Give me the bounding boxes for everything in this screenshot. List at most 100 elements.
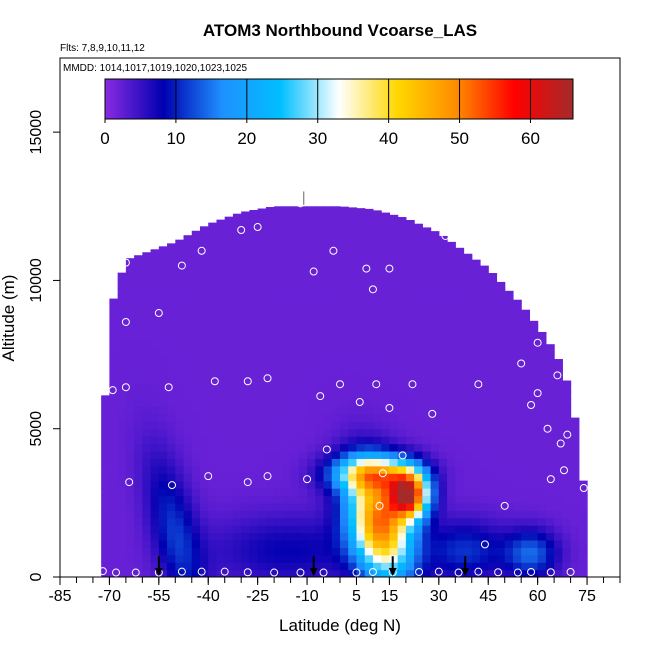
heatmap-cell bbox=[521, 510, 531, 519]
heatmap-cell bbox=[158, 332, 168, 341]
heatmap-cell bbox=[356, 213, 366, 222]
heatmap-cell bbox=[372, 502, 382, 511]
heatmap-cell bbox=[232, 369, 242, 378]
heatmap-cell bbox=[504, 302, 514, 311]
heatmap-cell bbox=[463, 406, 473, 415]
heatmap-cell bbox=[438, 391, 448, 400]
heatmap-cell bbox=[537, 517, 547, 526]
heatmap-cell bbox=[265, 525, 275, 534]
heatmap-cell bbox=[109, 384, 119, 393]
heatmap-cell bbox=[529, 562, 539, 571]
heatmap-cell bbox=[372, 406, 382, 415]
heatmap-cell bbox=[447, 539, 456, 548]
heatmap-cell bbox=[232, 302, 242, 311]
heatmap-cell bbox=[208, 532, 218, 541]
heatmap-cell bbox=[158, 310, 168, 319]
heatmap-cell bbox=[537, 354, 547, 363]
heatmap-cell bbox=[488, 480, 498, 489]
heatmap-cell bbox=[562, 562, 572, 571]
heatmap-cell bbox=[150, 250, 160, 259]
heatmap-cell bbox=[274, 495, 283, 504]
heatmap-cell bbox=[158, 562, 168, 571]
heatmap-cell bbox=[257, 443, 267, 452]
heatmap-cell bbox=[480, 428, 489, 437]
heatmap-cell bbox=[183, 480, 193, 489]
heatmap-cell bbox=[274, 302, 283, 311]
heatmap-cell bbox=[117, 480, 127, 489]
heatmap-cell bbox=[101, 428, 111, 437]
heatmap-cell bbox=[323, 473, 333, 482]
heatmap-cell bbox=[389, 376, 399, 385]
heatmap-cell bbox=[101, 421, 111, 430]
heatmap-cell bbox=[101, 525, 111, 534]
heatmap-cell bbox=[463, 361, 473, 370]
heatmap-cell bbox=[274, 436, 283, 445]
heatmap-cell bbox=[315, 287, 325, 296]
heatmap-cell bbox=[241, 317, 251, 326]
heatmap-cell bbox=[150, 517, 160, 526]
heatmap-cell bbox=[504, 569, 514, 577]
heatmap-cell bbox=[455, 258, 465, 267]
heatmap-cell bbox=[463, 391, 473, 400]
heatmap-cell bbox=[414, 280, 423, 289]
heatmap-cell bbox=[290, 480, 300, 489]
heatmap-cell bbox=[298, 406, 308, 415]
heatmap-cell bbox=[438, 273, 448, 282]
heatmap-cell bbox=[265, 354, 275, 363]
heatmap-cell bbox=[323, 250, 333, 259]
heatmap-cell bbox=[175, 243, 185, 252]
heatmap-cell bbox=[545, 421, 555, 430]
heatmap-cell bbox=[134, 391, 143, 400]
heatmap-cell bbox=[405, 384, 415, 393]
heatmap-cell bbox=[241, 235, 251, 244]
heatmap-cell bbox=[150, 502, 160, 511]
heatmap-cell bbox=[356, 287, 366, 296]
heatmap-cell bbox=[117, 399, 127, 408]
heatmap-cell bbox=[348, 539, 358, 548]
heatmap-cell bbox=[570, 428, 580, 437]
heatmap-cell bbox=[282, 554, 292, 563]
heatmap-cell bbox=[430, 569, 440, 577]
heatmap-cell bbox=[232, 250, 242, 259]
heatmap-cell bbox=[142, 443, 152, 452]
heatmap-cell bbox=[381, 317, 391, 326]
heatmap-cell bbox=[422, 458, 432, 467]
heatmap-cell bbox=[142, 539, 152, 548]
heatmap-cell bbox=[323, 458, 333, 467]
heatmap-cell bbox=[150, 376, 160, 385]
heatmap-cell bbox=[356, 332, 366, 341]
heatmap-cell bbox=[372, 280, 382, 289]
sample-point bbox=[579, 484, 588, 493]
heatmap-cell bbox=[414, 354, 423, 363]
heatmap-cell bbox=[356, 450, 366, 459]
heatmap-cell bbox=[381, 347, 391, 356]
heatmap-cell bbox=[265, 406, 275, 415]
heatmap-cell bbox=[307, 480, 316, 489]
heatmap-cell bbox=[340, 347, 349, 356]
heatmap-cell bbox=[463, 258, 473, 267]
heatmap-cell bbox=[249, 332, 259, 341]
heatmap-cell bbox=[216, 258, 226, 267]
heatmap-cell bbox=[496, 547, 506, 556]
heatmap-cell bbox=[578, 510, 588, 519]
heatmap-cell bbox=[340, 221, 349, 230]
sample-point bbox=[316, 392, 325, 401]
heatmap-cell bbox=[512, 554, 522, 563]
heatmap-cell bbox=[405, 510, 415, 519]
heatmap-cell bbox=[422, 436, 432, 445]
heatmap-cell bbox=[117, 310, 127, 319]
heatmap-cell bbox=[117, 361, 127, 370]
heatmap-cell bbox=[191, 539, 201, 548]
heatmap-cell bbox=[142, 302, 152, 311]
heatmap-cell bbox=[340, 354, 349, 363]
heatmap-cell bbox=[381, 517, 391, 526]
heatmap-cell bbox=[200, 295, 209, 304]
heatmap-cell bbox=[290, 458, 300, 467]
heatmap-cell bbox=[274, 532, 283, 541]
heatmap-cell bbox=[381, 391, 391, 400]
heatmap-cell bbox=[414, 488, 423, 497]
heatmap-cell bbox=[142, 569, 152, 577]
heatmap-cell bbox=[290, 436, 300, 445]
heatmap-cell bbox=[340, 443, 349, 452]
heatmap-cell bbox=[249, 495, 259, 504]
